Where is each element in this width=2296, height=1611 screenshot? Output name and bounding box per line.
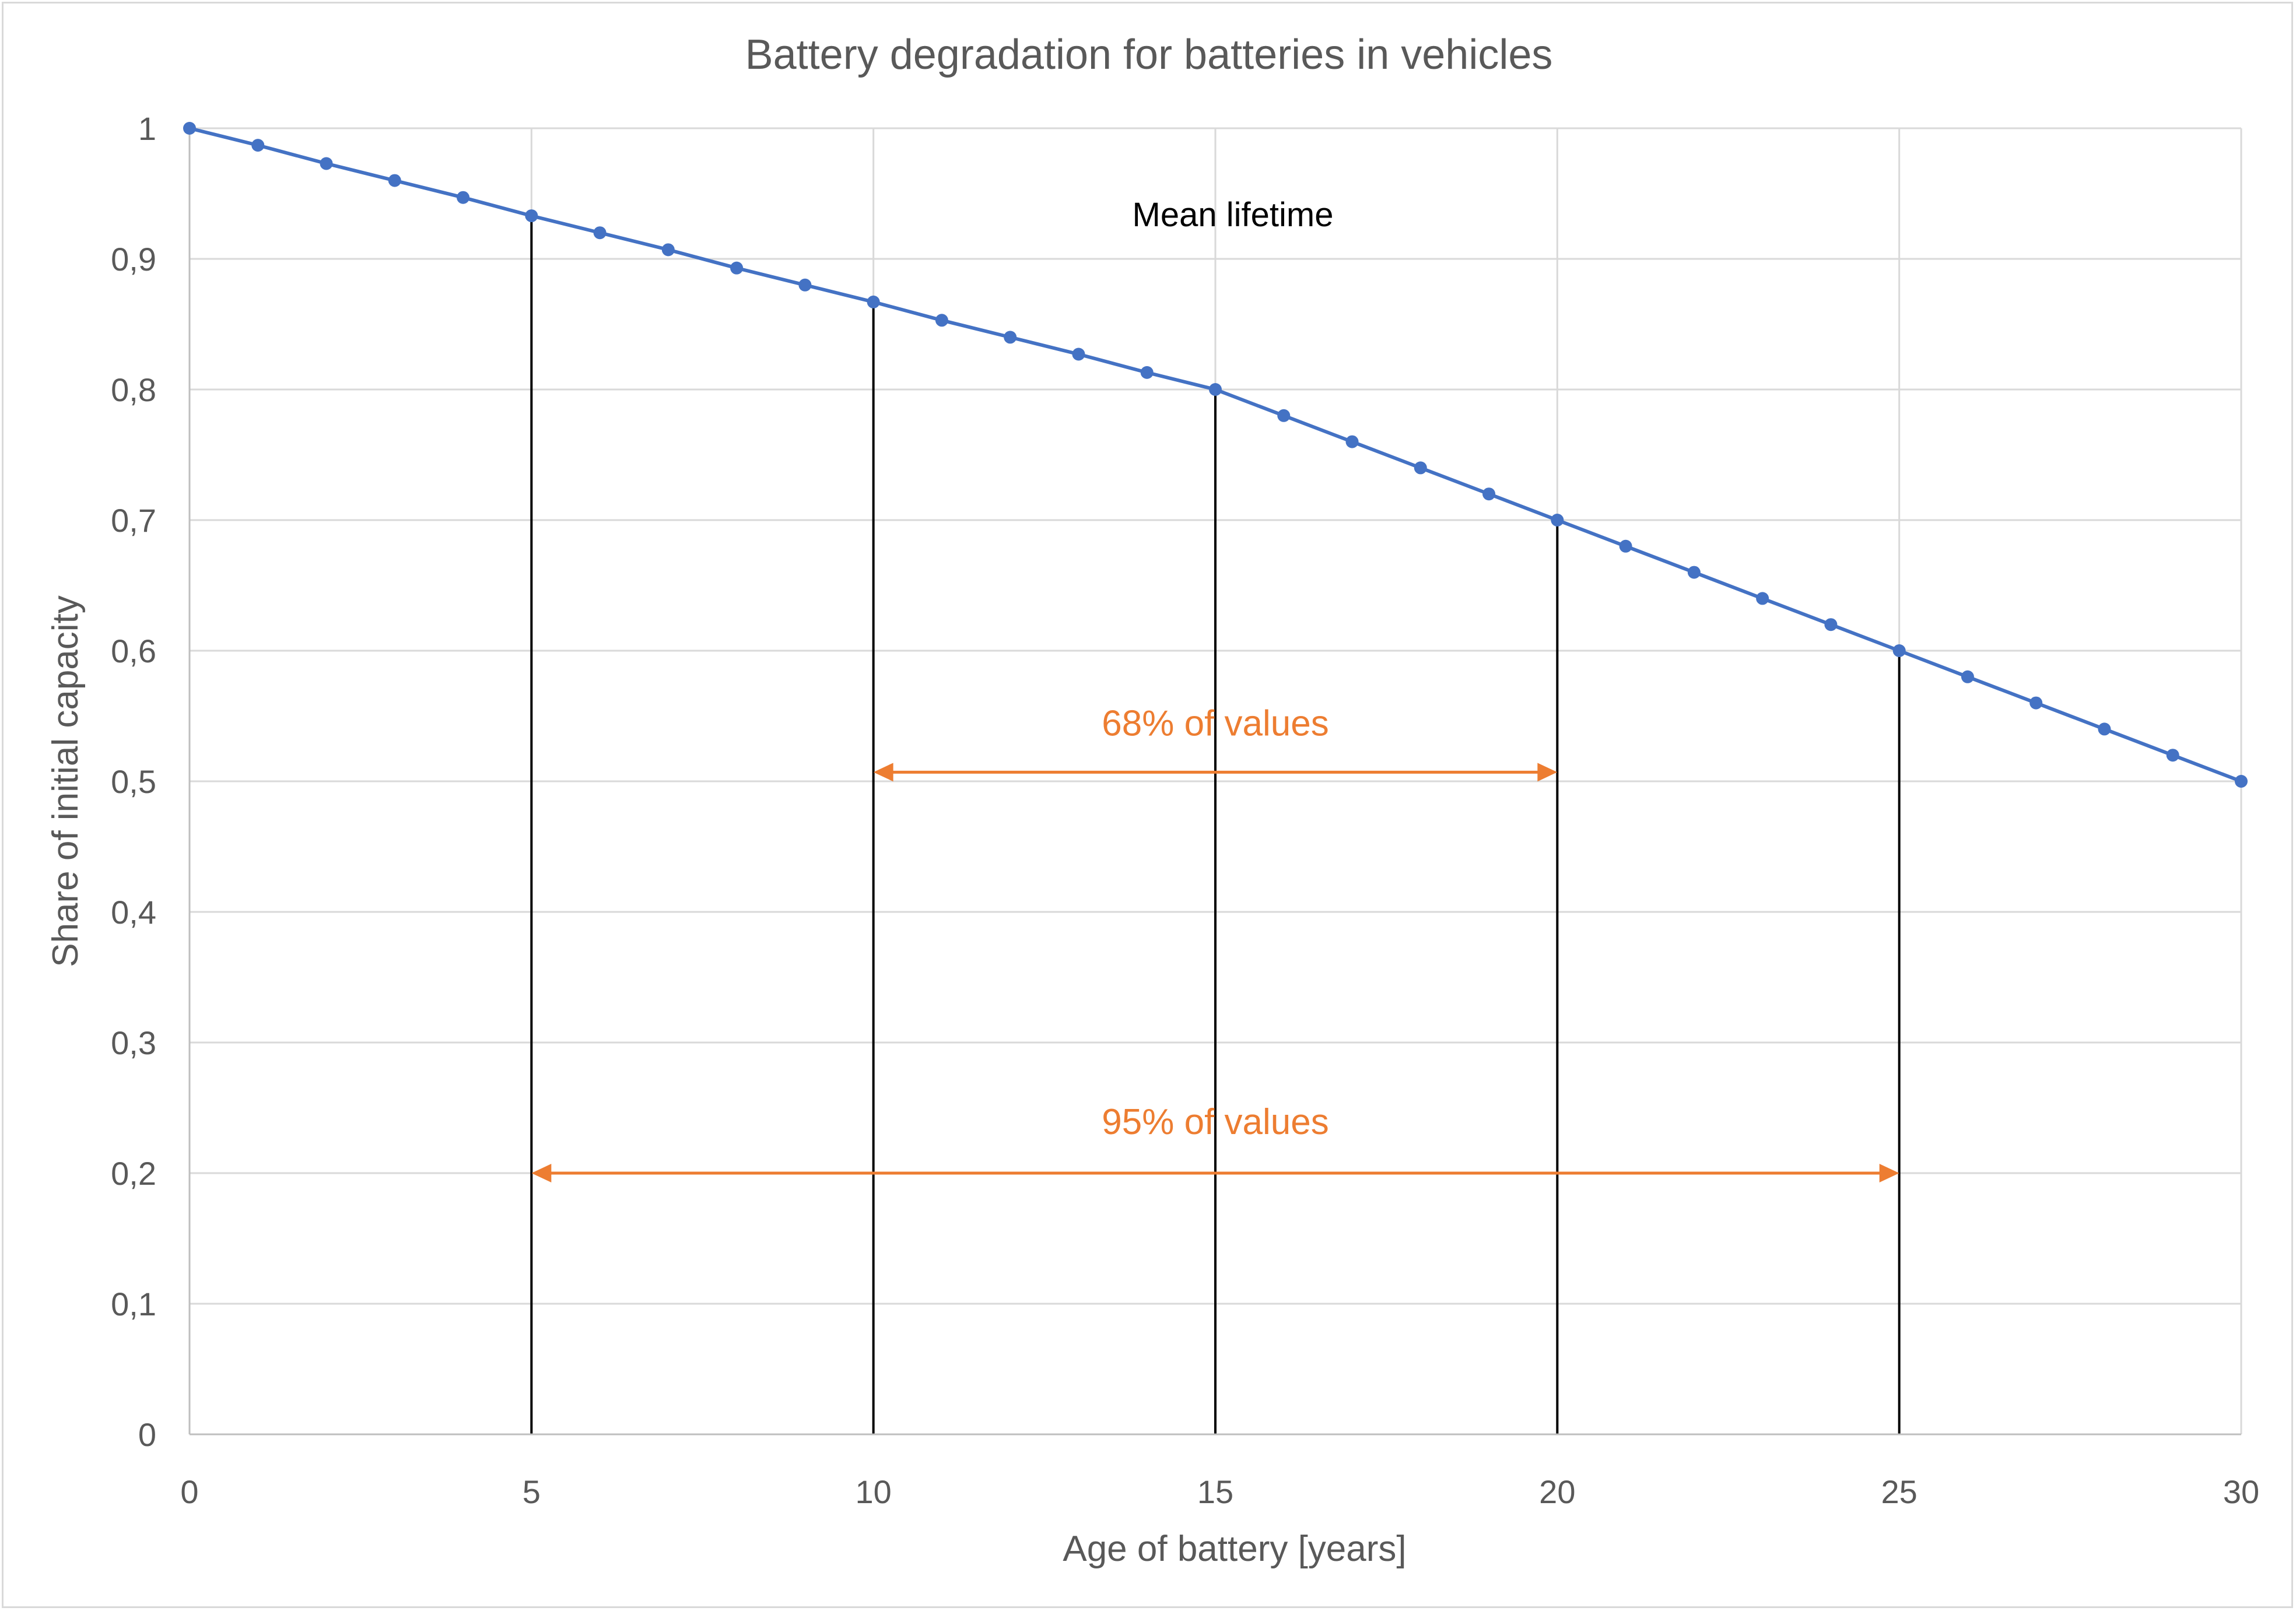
range-68-arrow-head-right [1537, 763, 1558, 782]
y-tick-label: 0,9 [111, 241, 156, 278]
range-95-arrow-head-left [531, 1164, 552, 1182]
data-point [593, 226, 607, 240]
data-point [1892, 644, 1906, 657]
y-tick-label: 0,5 [111, 763, 156, 800]
y-tick-label: 0,8 [111, 371, 156, 408]
x-tick-label: 5 [523, 1473, 541, 1510]
y-tick-label: 0 [138, 1416, 156, 1453]
x-tick-label: 0 [180, 1473, 198, 1510]
data-point [1209, 383, 1222, 396]
data-point [1619, 539, 1632, 553]
x-tick-label: 15 [1197, 1473, 1233, 1510]
range-95-label: 95% of values [1102, 1102, 1328, 1142]
data-point [1004, 331, 1017, 344]
data-point [661, 243, 675, 257]
y-tick-label: 0,7 [111, 502, 156, 539]
data-point [457, 191, 470, 204]
data-point [730, 261, 744, 275]
tick-labels: 00,10,20,30,40,50,60,70,80,910 5 10 15 20 25 3… [111, 110, 2259, 1510]
data-point [183, 122, 196, 135]
data-point [798, 278, 812, 292]
x-tick-label: 20 [1539, 1473, 1575, 1510]
data-point [251, 139, 265, 152]
range-95-arrow-head-right [1879, 1164, 1899, 1182]
data-point [1345, 435, 1359, 448]
data-point [1756, 592, 1769, 605]
y-tick-label: 0,1 [111, 1286, 156, 1322]
axes [188, 128, 2241, 1435]
y-tick-label: 0,6 [111, 633, 156, 669]
chart-title: Battery degradation for batteries in veh… [745, 31, 1553, 78]
data-point [2166, 749, 2179, 762]
data-point [1551, 514, 1564, 527]
x-tick-label: 10 [856, 1473, 892, 1510]
vertical-reference-lines [530, 216, 1901, 1434]
y-axis-label: Share of initial capacity [45, 595, 86, 967]
range-68-arrow-head-left [873, 763, 893, 782]
data-point [867, 295, 880, 308]
x-tick-label: 30 [2223, 1473, 2259, 1510]
data-series [183, 122, 2248, 788]
data-point [1277, 409, 1291, 422]
mean-lifetime-label: Mean lifetime [1133, 196, 1334, 234]
y-tick-label: 0,2 [111, 1155, 156, 1192]
data-point [2029, 696, 2043, 710]
data-point [388, 174, 401, 187]
data-point [2235, 775, 2248, 788]
data-point [1961, 670, 1974, 683]
data-point [1687, 566, 1701, 579]
data-point [1482, 487, 1496, 501]
y-tick-label: 1 [138, 110, 156, 147]
data-point [1414, 461, 1427, 475]
data-point [935, 314, 948, 327]
range-68-label: 68% of values [1102, 704, 1328, 744]
data-point [2098, 722, 2111, 736]
x-axis-label: Age of battery [years] [1063, 1529, 1406, 1569]
y-tick-label: 0,3 [111, 1024, 156, 1061]
data-point [320, 157, 333, 170]
data-point [1072, 348, 1085, 361]
data-point [525, 209, 538, 223]
x-tick-label: 25 [1881, 1473, 1918, 1510]
data-point [1824, 618, 1838, 631]
annotations: Mean lifetime 68% of values 95% of values [531, 196, 1899, 1182]
y-tick-label: 0,4 [111, 894, 156, 931]
data-point [1140, 366, 1154, 379]
